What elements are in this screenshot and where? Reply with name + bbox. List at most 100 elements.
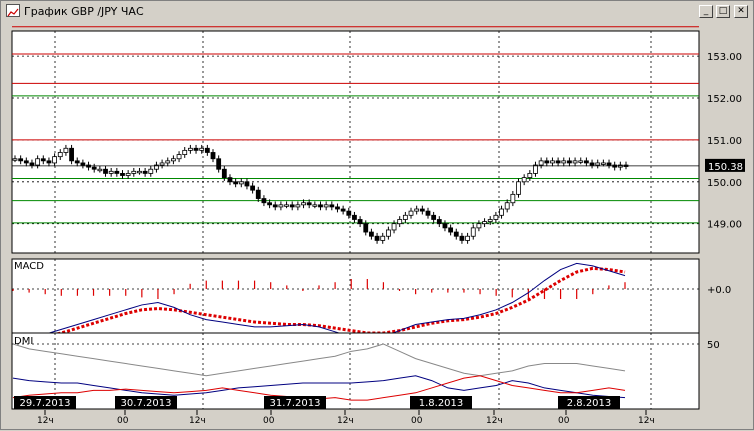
candle-body bbox=[187, 147, 193, 151]
candle-body bbox=[414, 208, 420, 212]
price-tick-label: 149.00 bbox=[707, 220, 742, 231]
candle-body bbox=[583, 160, 589, 164]
candle-body bbox=[346, 210, 352, 216]
candle-body bbox=[23, 160, 29, 164]
candle-body bbox=[40, 158, 46, 162]
candle-body bbox=[391, 223, 397, 231]
candle-body bbox=[35, 158, 41, 166]
date-label: 31.7.2013 bbox=[270, 398, 321, 409]
candle-body bbox=[589, 162, 595, 166]
candle-body bbox=[295, 204, 301, 208]
candle-body bbox=[323, 204, 329, 208]
candle-body bbox=[476, 223, 482, 229]
candle-body bbox=[567, 160, 572, 164]
hour-tick-label: 12ч bbox=[189, 416, 206, 426]
price-tick-label: 152.00 bbox=[707, 94, 742, 105]
macd-panel bbox=[11, 258, 700, 347]
candle-body bbox=[578, 160, 584, 163]
candle-body bbox=[538, 160, 544, 166]
date-label: 1.8.2013 bbox=[419, 398, 464, 409]
candle-body bbox=[74, 160, 80, 164]
candle-body bbox=[46, 160, 52, 164]
candle-body bbox=[329, 204, 335, 208]
title-bar[interactable]: График GBP /JPY ЧАС _ □ ✕ bbox=[3, 3, 751, 20]
date-label: 30.7.2013 bbox=[121, 398, 172, 409]
candle-body bbox=[29, 162, 35, 166]
maximize-button[interactable]: □ bbox=[716, 5, 730, 18]
candle-body bbox=[12, 158, 18, 161]
candle-body bbox=[442, 223, 448, 229]
candle-body bbox=[402, 214, 408, 220]
candle-body bbox=[527, 173, 533, 179]
candle-body bbox=[544, 160, 550, 164]
candle-body bbox=[408, 210, 414, 216]
chart-area[interactable]: 153.00 152.00 151.00 150.00 149.00 150.38 MACD… bbox=[1, 21, 754, 431]
candle-body bbox=[301, 202, 306, 206]
candle-body bbox=[453, 231, 459, 237]
candle-body bbox=[357, 219, 363, 225]
candle-body bbox=[108, 170, 114, 174]
candle-body bbox=[91, 166, 97, 170]
candle-body bbox=[561, 160, 567, 164]
candle-body bbox=[131, 170, 137, 174]
candle-body bbox=[114, 170, 120, 174]
candle-body bbox=[431, 214, 437, 220]
date-badge bbox=[264, 396, 326, 409]
candle-body bbox=[369, 231, 374, 237]
dmi-adx-line bbox=[12, 343, 626, 377]
candle-body bbox=[533, 164, 538, 174]
candle-body bbox=[318, 204, 323, 208]
candle-body bbox=[97, 168, 103, 172]
candle-body bbox=[306, 202, 312, 206]
candle-body bbox=[340, 208, 346, 212]
candle-body bbox=[165, 160, 171, 164]
date-badge bbox=[410, 396, 472, 409]
candle-body bbox=[436, 219, 442, 225]
candle-body bbox=[204, 147, 210, 153]
candle-body bbox=[425, 210, 431, 216]
hour-tick-label: 12ч bbox=[638, 416, 655, 426]
candle-body bbox=[18, 158, 24, 162]
candle-body bbox=[335, 206, 340, 210]
hour-tick-label: 12ч bbox=[37, 416, 54, 426]
date-label: 2.8.2013 bbox=[567, 398, 612, 409]
candle-body bbox=[210, 152, 216, 160]
candle-body bbox=[487, 219, 493, 222]
dmi-tick-label: 50 bbox=[707, 340, 720, 351]
candle-body bbox=[459, 235, 465, 241]
candle-body bbox=[250, 185, 256, 191]
candle-body bbox=[284, 204, 289, 207]
candle-body bbox=[227, 177, 233, 183]
date-badge bbox=[558, 396, 620, 409]
candle-body bbox=[63, 147, 69, 153]
hour-tick-label: 00 bbox=[263, 416, 275, 426]
hour-tick-label: 12ч bbox=[486, 416, 503, 426]
candle-body bbox=[448, 227, 454, 233]
minimize-button[interactable]: _ bbox=[699, 5, 713, 18]
candle-body bbox=[244, 181, 250, 187]
candle-body bbox=[278, 204, 284, 208]
candle-body bbox=[465, 235, 470, 241]
candle-body bbox=[238, 181, 244, 185]
dmi-title: DMI bbox=[14, 336, 33, 347]
candle-body bbox=[221, 168, 227, 179]
candle-body bbox=[193, 147, 199, 151]
hour-tick-label: 12ч bbox=[337, 416, 354, 426]
candle-body bbox=[125, 173, 131, 176]
candle-body bbox=[182, 149, 188, 155]
candle-body bbox=[199, 147, 205, 151]
last-price-badge bbox=[705, 158, 745, 172]
candle-body bbox=[142, 170, 148, 174]
price-tick-label: 150.00 bbox=[707, 178, 742, 189]
window-title: График GBP /JPY ЧАС bbox=[24, 5, 144, 18]
hour-tick-label: 00 bbox=[117, 416, 129, 426]
candle-body bbox=[352, 214, 357, 220]
date-badge bbox=[115, 396, 177, 409]
candle-body bbox=[504, 202, 510, 210]
candle-body bbox=[397, 219, 403, 225]
candle-body bbox=[419, 208, 425, 212]
candle-body bbox=[516, 181, 521, 195]
hour-tick-label: 00 bbox=[411, 416, 423, 426]
close-button[interactable]: ✕ bbox=[734, 5, 748, 18]
